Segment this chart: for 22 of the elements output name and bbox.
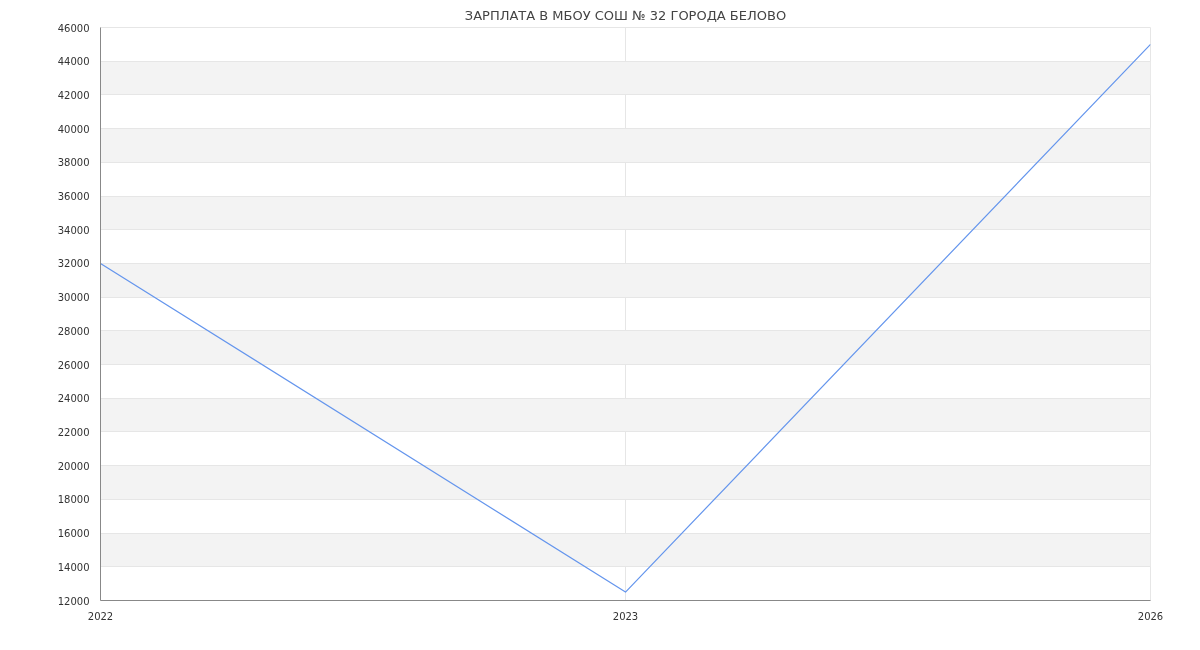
y-tick-label: 42000 xyxy=(57,89,90,101)
y-tick-label: 28000 xyxy=(57,325,90,337)
y-tick-label: 36000 xyxy=(57,191,90,203)
y-tick-label: 14000 xyxy=(57,561,90,573)
y-tick-label: 44000 xyxy=(57,56,90,68)
y-tick-label: 38000 xyxy=(57,157,90,169)
y-tick-label: 30000 xyxy=(57,292,90,304)
y-tick-label: 16000 xyxy=(57,528,90,540)
y-tick-label: 40000 xyxy=(57,123,90,135)
y-tick-label: 22000 xyxy=(57,426,90,438)
x-tick-label: 2023 xyxy=(612,610,639,622)
y-tick-label: 26000 xyxy=(57,359,90,371)
y-tick-label: 32000 xyxy=(57,258,90,270)
y-tick-label: 20000 xyxy=(57,460,90,472)
y-tick-label: 18000 xyxy=(57,494,90,506)
x-tick-label: 2026 xyxy=(1137,610,1164,622)
y-tick-label: 12000 xyxy=(57,595,90,607)
y-tick-label: 34000 xyxy=(57,224,90,236)
x-tick-label: 2022 xyxy=(87,610,114,622)
y-tick-label: 24000 xyxy=(57,393,90,405)
chart-title: ЗАРПЛАТА В МБОУ СОШ № 32 ГОРОДА БЕЛОВО xyxy=(464,7,787,23)
y-tick-label: 46000 xyxy=(57,22,90,34)
